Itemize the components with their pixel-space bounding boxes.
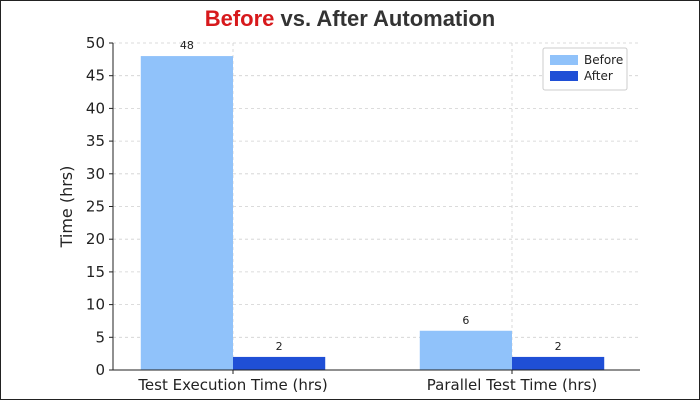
legend-label-before: Before bbox=[584, 53, 623, 67]
data-label: 2 bbox=[555, 340, 562, 353]
y-tick-label: 25 bbox=[86, 198, 105, 216]
y-axis-label: Time (hrs) bbox=[57, 166, 76, 249]
y-tick-label: 5 bbox=[95, 328, 105, 346]
y-tick-label: 50 bbox=[86, 34, 105, 52]
y-tick-label: 30 bbox=[86, 165, 105, 183]
bar-before bbox=[419, 330, 512, 370]
legend-label-after: After bbox=[584, 69, 613, 83]
y-tick-label: 15 bbox=[86, 263, 105, 281]
data-label: 48 bbox=[180, 39, 194, 52]
legend-swatch-after bbox=[550, 71, 578, 81]
y-tick-label: 45 bbox=[86, 67, 105, 85]
title-rest-text: vs. After Automation bbox=[274, 6, 496, 31]
y-tick-label: 10 bbox=[86, 296, 105, 314]
chart-title: Before vs. After Automation bbox=[0, 6, 700, 32]
data-label: 2 bbox=[276, 340, 283, 353]
y-tick-label: 40 bbox=[86, 99, 105, 117]
legend-swatch-before bbox=[550, 55, 578, 65]
title-before-word: Before bbox=[204, 6, 275, 31]
y-tick-label: 0 bbox=[95, 361, 105, 379]
x-category-label: Parallel Test Time (hrs) bbox=[427, 376, 597, 394]
bar-after bbox=[233, 356, 326, 370]
bar-after bbox=[512, 356, 605, 370]
y-tick-label: 35 bbox=[86, 132, 105, 150]
data-label: 6 bbox=[462, 314, 469, 327]
y-tick-label: 20 bbox=[86, 230, 105, 248]
bar-before bbox=[140, 56, 233, 371]
x-category-label: Test Execution Time (hrs) bbox=[137, 376, 327, 394]
